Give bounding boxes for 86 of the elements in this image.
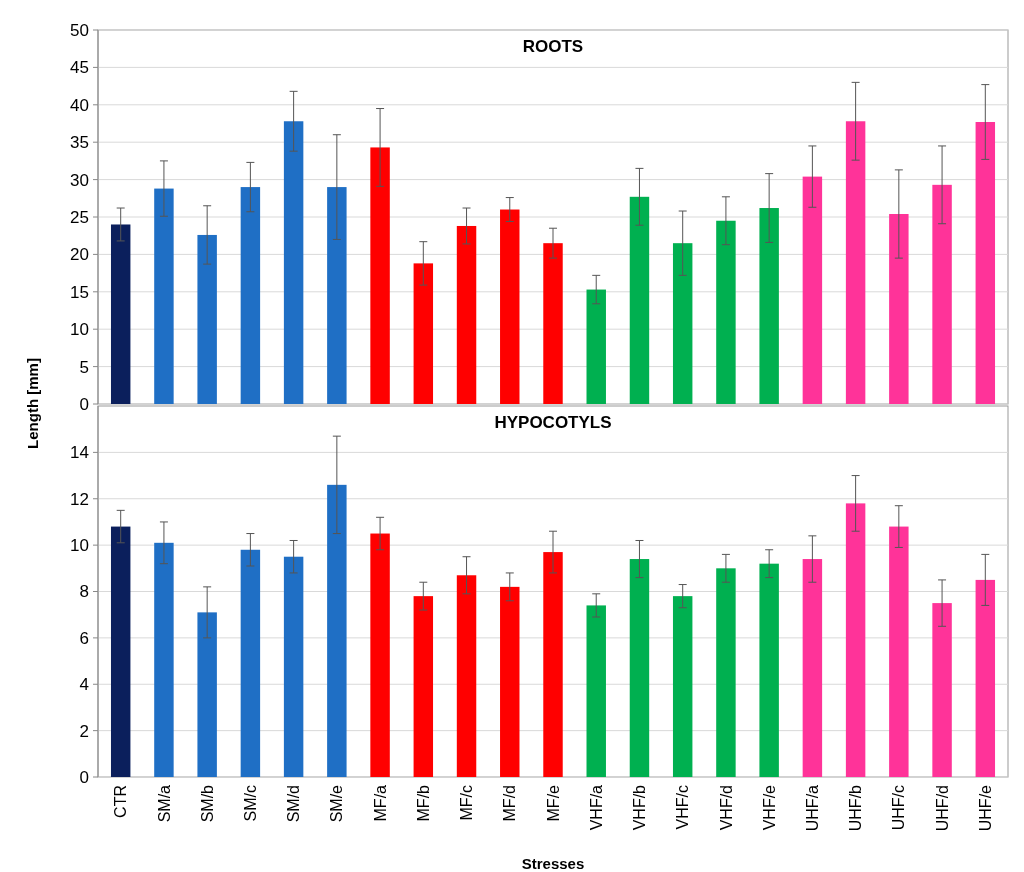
x-axis-title: Stresses bbox=[521, 855, 585, 872]
x-tick-label: MF/e bbox=[544, 784, 562, 822]
x-tick-label: MF/b bbox=[414, 784, 432, 822]
x-tick-label: SM/d bbox=[285, 785, 303, 823]
bar bbox=[110, 526, 131, 777]
x-tick-label: UHF/c bbox=[890, 785, 908, 831]
bar bbox=[543, 243, 563, 404]
bar bbox=[975, 122, 996, 404]
x-tick-label: SM/c bbox=[241, 785, 259, 822]
bar bbox=[932, 184, 952, 404]
chart-title: HYPOCOTYLS bbox=[494, 413, 612, 432]
x-tick-label: VHF/e bbox=[760, 784, 778, 831]
bar bbox=[586, 605, 606, 777]
y-tick-label: 30 bbox=[70, 170, 89, 190]
bar bbox=[240, 187, 261, 404]
bar bbox=[197, 234, 217, 404]
x-tick-label: UHF/a bbox=[803, 784, 821, 832]
bar bbox=[716, 568, 736, 777]
x-tick-label: VHF/b bbox=[631, 784, 649, 831]
x-tick-label: VHF/d bbox=[717, 785, 735, 831]
bar bbox=[543, 552, 563, 777]
x-tick-label: UHF/b bbox=[847, 784, 865, 832]
bar bbox=[629, 559, 650, 777]
bar bbox=[456, 225, 477, 404]
x-tick-label: MF/a bbox=[371, 784, 389, 822]
bar bbox=[283, 121, 304, 404]
y-tick-label: 2 bbox=[79, 721, 89, 741]
bar bbox=[500, 209, 520, 404]
bar bbox=[370, 533, 390, 777]
y-tick-label: 8 bbox=[79, 582, 89, 602]
bar bbox=[845, 503, 866, 777]
bar bbox=[802, 559, 823, 777]
bar bbox=[154, 542, 174, 777]
y-tick-label: 40 bbox=[70, 95, 89, 115]
bar bbox=[759, 563, 779, 777]
y-tick-label: 25 bbox=[70, 207, 89, 227]
y-tick-label: 6 bbox=[79, 628, 89, 648]
y-tick-label: 4 bbox=[79, 675, 89, 695]
bar bbox=[110, 224, 131, 404]
y-tick-label: 20 bbox=[70, 245, 89, 265]
y-tick-label: 10 bbox=[70, 536, 89, 556]
bar bbox=[889, 526, 909, 777]
bar bbox=[845, 121, 866, 404]
chart-title: ROOTS bbox=[522, 37, 584, 56]
y-tick-label: 50 bbox=[70, 20, 89, 40]
bar bbox=[413, 263, 434, 404]
x-tick-label: SM/e bbox=[328, 784, 346, 823]
bar bbox=[672, 596, 693, 777]
bar bbox=[932, 603, 952, 777]
y-tick-label: 5 bbox=[79, 357, 89, 377]
x-tick-label: SM/b bbox=[198, 784, 216, 823]
y-tick-label: 10 bbox=[70, 320, 89, 340]
bar bbox=[283, 556, 304, 777]
bar bbox=[889, 214, 909, 404]
bar bbox=[586, 289, 606, 404]
bar bbox=[413, 596, 434, 777]
y-tick-label: 35 bbox=[70, 133, 89, 153]
x-tick-label: CTR bbox=[112, 785, 130, 818]
bar bbox=[975, 579, 996, 777]
x-tick-label: UHF/d bbox=[933, 785, 951, 832]
y-tick-label: 15 bbox=[70, 282, 89, 302]
bar bbox=[154, 188, 174, 404]
bar bbox=[672, 243, 693, 404]
y-tick-label: 14 bbox=[70, 443, 89, 463]
x-tick-label: MF/c bbox=[458, 785, 476, 821]
bar bbox=[327, 187, 347, 404]
y-tick-label: 45 bbox=[70, 58, 89, 78]
x-tick-label: MF/d bbox=[501, 785, 519, 822]
bar bbox=[456, 575, 477, 777]
bar bbox=[327, 484, 347, 777]
bar bbox=[802, 176, 823, 404]
bar bbox=[629, 196, 650, 404]
bar bbox=[500, 586, 520, 777]
y-axis-title: Length [mm] bbox=[24, 358, 41, 449]
bar bbox=[759, 208, 779, 404]
bar bbox=[240, 549, 261, 777]
y-tick-label: 0 bbox=[79, 394, 89, 414]
x-tick-label: VHF/c bbox=[674, 785, 692, 830]
y-tick-label: 0 bbox=[79, 767, 89, 787]
bar bbox=[716, 220, 736, 404]
x-tick-label: UHF/e bbox=[976, 784, 994, 832]
x-tick-label: SM/a bbox=[155, 784, 173, 823]
y-tick-label: 12 bbox=[70, 489, 89, 509]
bar bbox=[197, 612, 217, 777]
x-tick-label: VHF/a bbox=[587, 784, 605, 831]
bar bbox=[370, 147, 390, 404]
